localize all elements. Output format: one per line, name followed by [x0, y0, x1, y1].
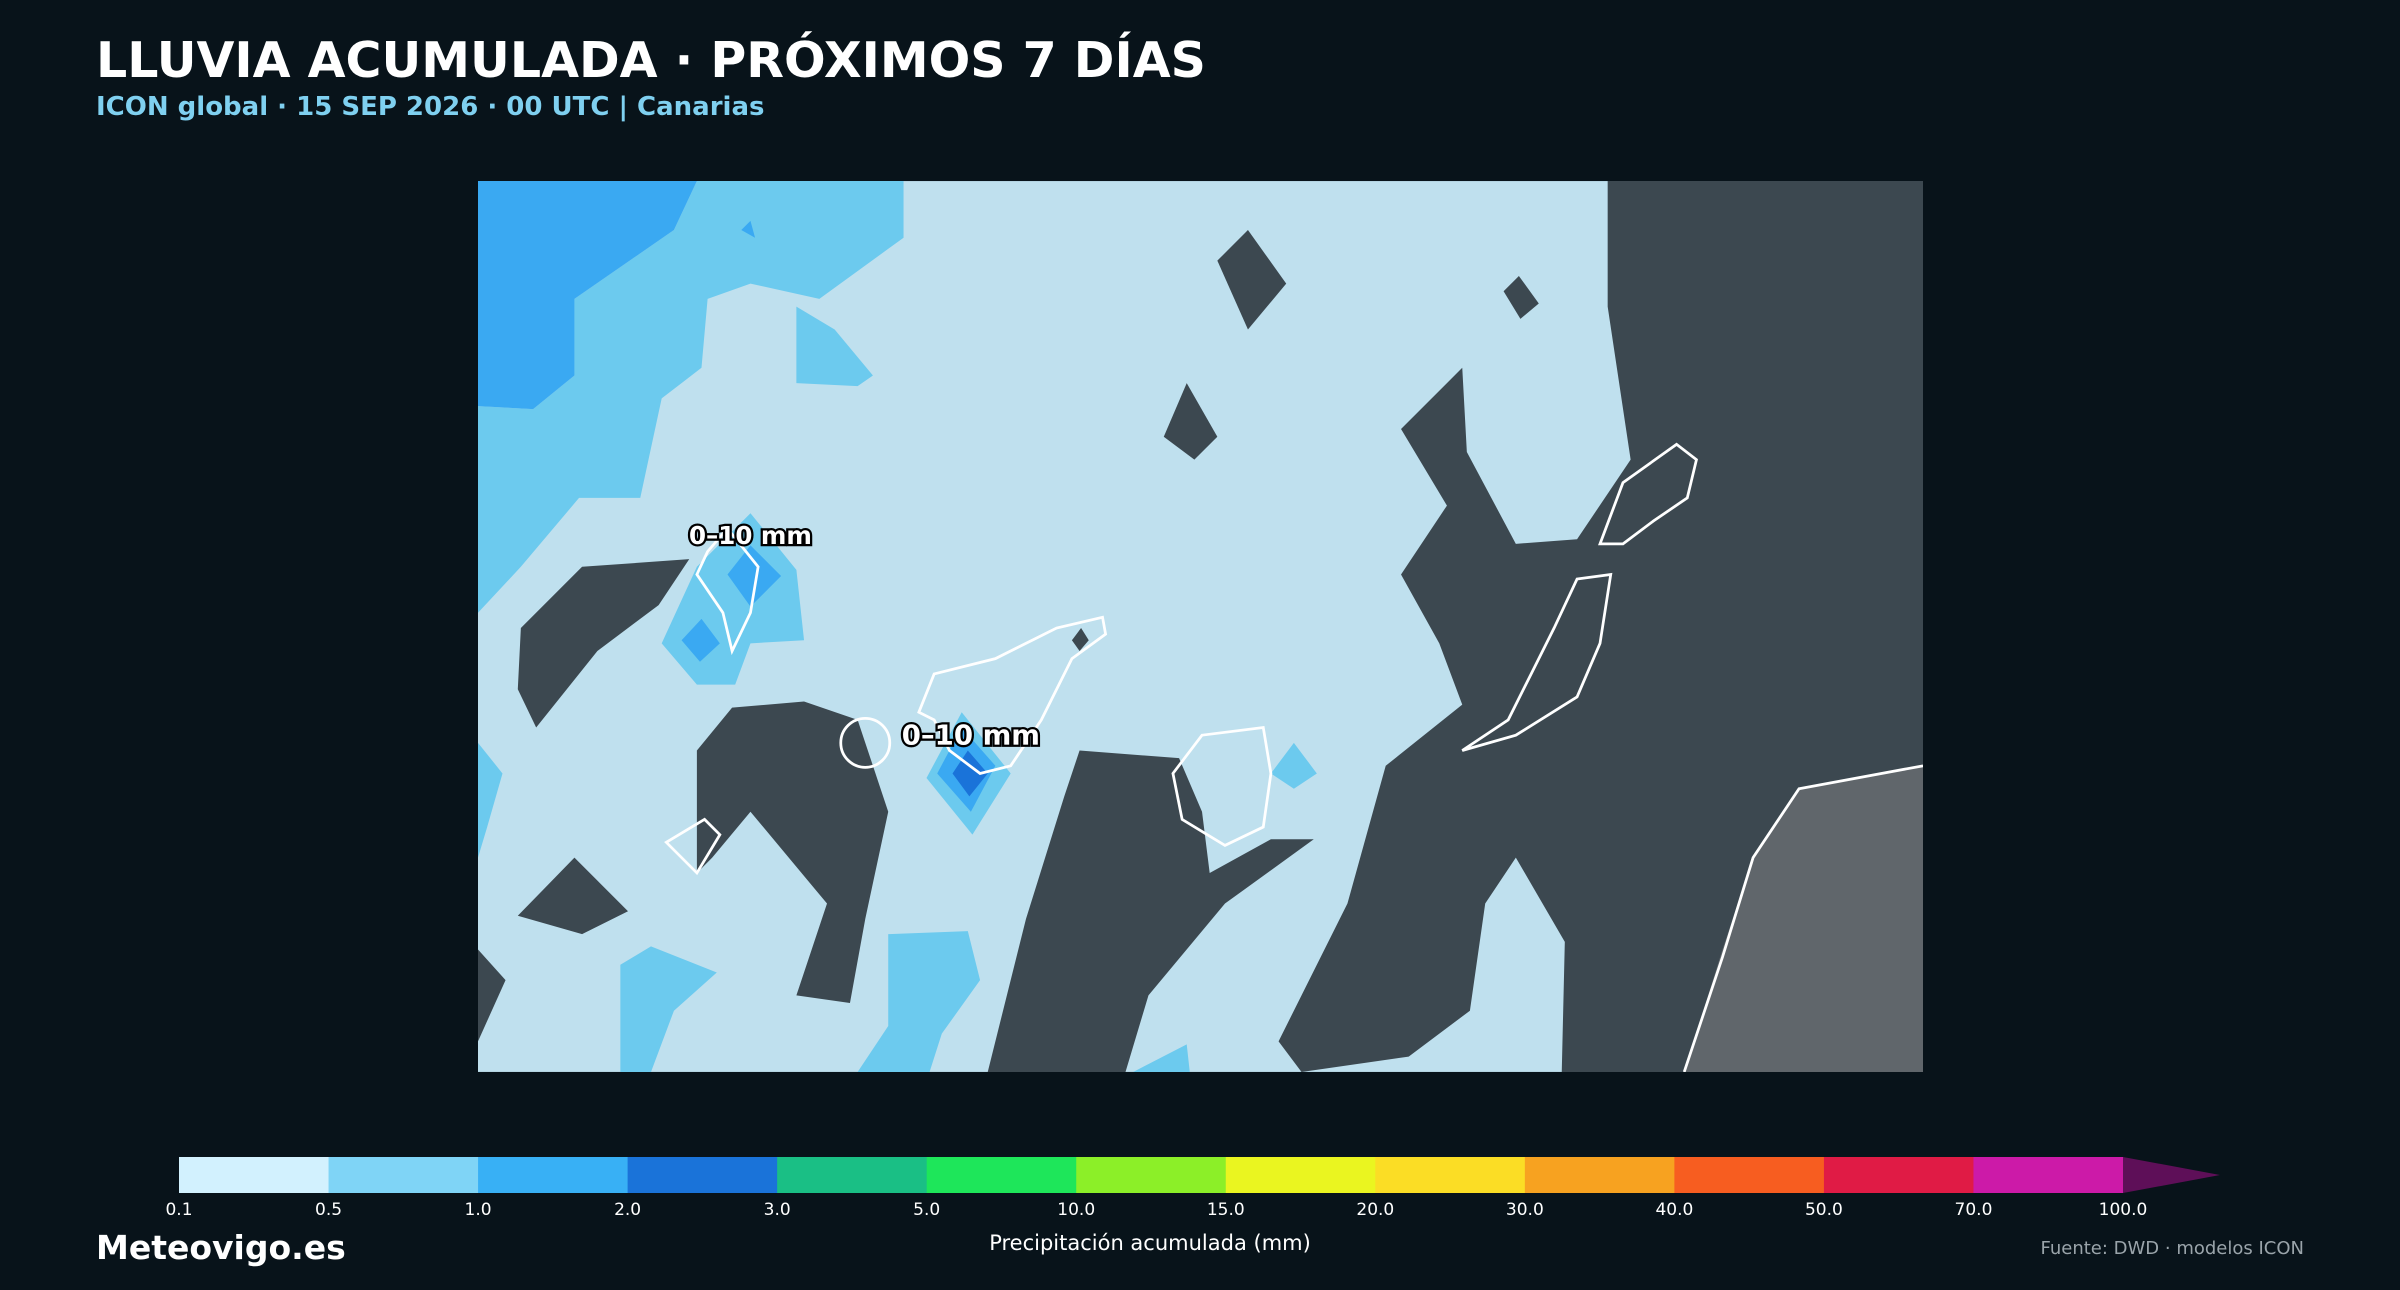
colorbar-segment: [1973, 1157, 2124, 1193]
colorbar-segment: [1076, 1157, 1227, 1193]
colorbar-tick-label: 30.0: [1506, 1200, 1544, 1220]
colorbar-extend: [2123, 1157, 2220, 1193]
rain-heavy: [952, 750, 988, 797]
colorbar-label: Precipitación acumulada (mm): [989, 1231, 1311, 1255]
colorbar-tick-label: 0.1: [165, 1200, 192, 1220]
colorbar-tick-label: 3.0: [764, 1200, 791, 1220]
coastline: [664, 442, 1923, 1072]
colorbar-tick-label: 0.5: [315, 1200, 342, 1220]
colorbar-segment: [1524, 1157, 1675, 1193]
map-label: 0–10 mm: [902, 719, 1040, 751]
colorbar-tick-label: 5.0: [913, 1200, 940, 1220]
colorbar-segment: [1674, 1157, 1825, 1193]
colorbar-segment: [926, 1157, 1077, 1193]
colorbar-segment: [179, 1157, 330, 1193]
colorbar-tick-label: 40.0: [1655, 1200, 1693, 1220]
colorbar-tick-label: 70.0: [1955, 1200, 1993, 1220]
colorbar-tick-label: 15.0: [1207, 1200, 1245, 1220]
colorbar-segment: [1823, 1157, 1974, 1193]
land: [1684, 765, 1923, 1072]
colorbar: Precipitación acumulada (mm) 0.1 0.5 1.0 2.…: [165, 1157, 2220, 1255]
colorbar-segment: [777, 1157, 928, 1193]
colorbar-tick-label: 100.0: [2099, 1200, 2148, 1220]
map: 0–10 mm 0–10 mm: [478, 181, 1923, 1072]
colorbar-tick-label: 1.0: [465, 1200, 492, 1220]
subtitle: ICON global · 15 SEP 2026 · 00 UTC | Can…: [96, 92, 765, 122]
colorbar-tick-label: 20.0: [1356, 1200, 1394, 1220]
title: LLUVIA ACUMULADA · PRÓXIMOS 7 DÍAS: [96, 32, 1206, 89]
map-label: 0–10 mm: [689, 521, 812, 550]
brand: Meteovigo.es: [96, 1228, 346, 1267]
colorbar-segment: [478, 1157, 629, 1193]
colorbar-tick-label: 2.0: [614, 1200, 641, 1220]
colorbar-segment: [627, 1157, 778, 1193]
colorbar-segment: [1225, 1157, 1376, 1193]
colorbar-tick-label: 10.0: [1057, 1200, 1095, 1220]
colorbar-segment: [1375, 1157, 1526, 1193]
colorbar-tick-label: 50.0: [1805, 1200, 1843, 1220]
colorbar-segment: [328, 1157, 479, 1193]
source: Fuente: DWD · modelos ICON: [2040, 1238, 2304, 1259]
